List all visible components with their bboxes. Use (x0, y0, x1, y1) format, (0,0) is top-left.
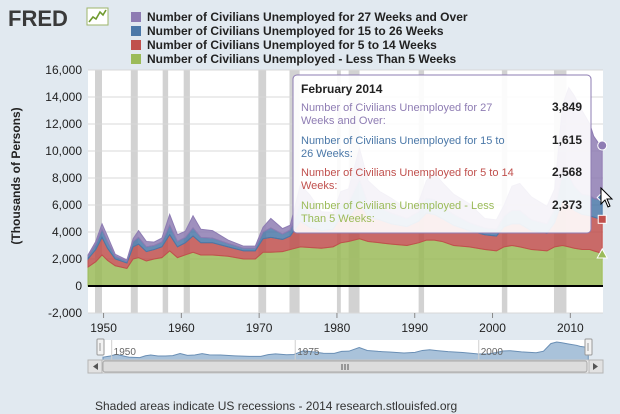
x-tick-label: 1950 (90, 321, 117, 335)
arrow-right-icon (593, 363, 598, 370)
legend: Number of Civilians Unemployed for 27 We… (131, 10, 468, 66)
tooltip-row-value: 2,373 (552, 198, 582, 212)
tooltip-row-label: Weeks: (301, 180, 337, 192)
marker-27-weeks-and-over (597, 140, 608, 151)
navigator-tick-label: 1950 (114, 347, 137, 358)
tooltip: February 2014 Number of Civilians Unempl… (292, 74, 592, 234)
recession-band (162, 70, 169, 313)
y-tick-label: 14,000 (45, 90, 82, 104)
navigator-series (102, 341, 589, 361)
navigator-tick-label: 1975 (297, 347, 320, 358)
fred-logo[interactable]: FRED (8, 6, 68, 31)
marker-less-than-5-weeks (596, 247, 609, 259)
y-axis-label: (Thousands of Persons) (9, 107, 23, 244)
recession-band (130, 70, 138, 313)
tooltip-row-value: 3,849 (552, 100, 582, 114)
x-tick-label: 1970 (246, 321, 273, 335)
tooltip-row-value: 2,568 (552, 165, 582, 179)
y-tick-label: 4,000 (52, 225, 82, 239)
marker-5-to-14-weeks (597, 214, 607, 224)
recession-band (95, 70, 103, 313)
legend-label-5-14-weeks[interactable]: Number of Civilians Unemployed for 5 to … (147, 38, 437, 52)
x-tick-label: 2000 (479, 321, 506, 335)
footer-note: Shaded areas indicate US recessions - 20… (95, 399, 457, 413)
y-tick-label: 16,000 (45, 63, 82, 77)
x-axis-ticks: 1950 1960 1970 1980 1990 2000 2010 (90, 313, 584, 335)
legend-label-27-weeks[interactable]: Number of Civilians Unemployed for 27 We… (147, 10, 468, 24)
y-tick-label: 8,000 (52, 171, 82, 185)
x-tick-label: 2010 (557, 321, 584, 335)
scrollbar-grip-icon (341, 364, 349, 370)
tooltip-row-label: Number of Civilians Unemployed - Less (301, 200, 495, 212)
x-tick-label: 1990 (401, 321, 428, 335)
y-tick-label: 12,000 (45, 117, 82, 131)
legend-swatch-less-5-weeks[interactable] (131, 54, 141, 64)
y-tick-label: -2,000 (48, 306, 82, 320)
y-tick-label: 0 (75, 279, 82, 293)
legend-swatch-15-26-weeks[interactable] (131, 26, 141, 36)
mouse-cursor-icon (600, 186, 614, 208)
legend-swatch-27-weeks[interactable] (131, 12, 141, 22)
y-tick-label: 6,000 (52, 198, 82, 212)
recession-band (183, 70, 190, 313)
arrow-left-icon (93, 363, 98, 370)
tooltip-row-label: Than 5 Weeks: (301, 213, 375, 225)
tooltip-row-label: Weeks and Over: (301, 115, 386, 127)
legend-swatch-5-14-weeks[interactable] (131, 40, 141, 50)
x-tick-label: 1960 (168, 321, 195, 335)
navigator-tick-label: 2000 (481, 347, 504, 358)
tooltip-row-label: Number of Civilians Unemployed for 27 (301, 102, 492, 114)
legend-label-less-5-weeks[interactable]: Number of Civilians Unemployed - Less Th… (147, 52, 457, 66)
legend-label-15-26-weeks[interactable]: Number of Civilians Unemployed for 15 to… (147, 24, 444, 38)
navigator-ticks: 1950 1975 2000 (111, 340, 504, 360)
tooltip-row-label: 26 Weeks: (301, 148, 353, 160)
tooltip-title: February 2014 (301, 82, 383, 96)
tooltip-box (292, 74, 592, 234)
x-tick-label: 1980 (324, 321, 351, 335)
y-tick-label: 2,000 (52, 252, 82, 266)
fred-logo-chart-icon (86, 7, 109, 26)
tooltip-row-value: 1,615 (552, 133, 582, 147)
tooltip-row-label: Number of Civilians Unemployed for 5 to … (301, 167, 514, 179)
tooltip-row-label: Number of Civilians Unemployed for 15 to (301, 135, 505, 147)
scrollbar[interactable] (87, 359, 604, 374)
y-tick-label: 10,000 (45, 144, 82, 158)
y-axis-ticks: -2,000 0 2,000 4,000 6,000 8,000 10,000 12,000 1… (45, 63, 82, 320)
recession-band (258, 70, 267, 313)
range-navigator[interactable]: 1950 1975 2000 (96, 338, 593, 361)
